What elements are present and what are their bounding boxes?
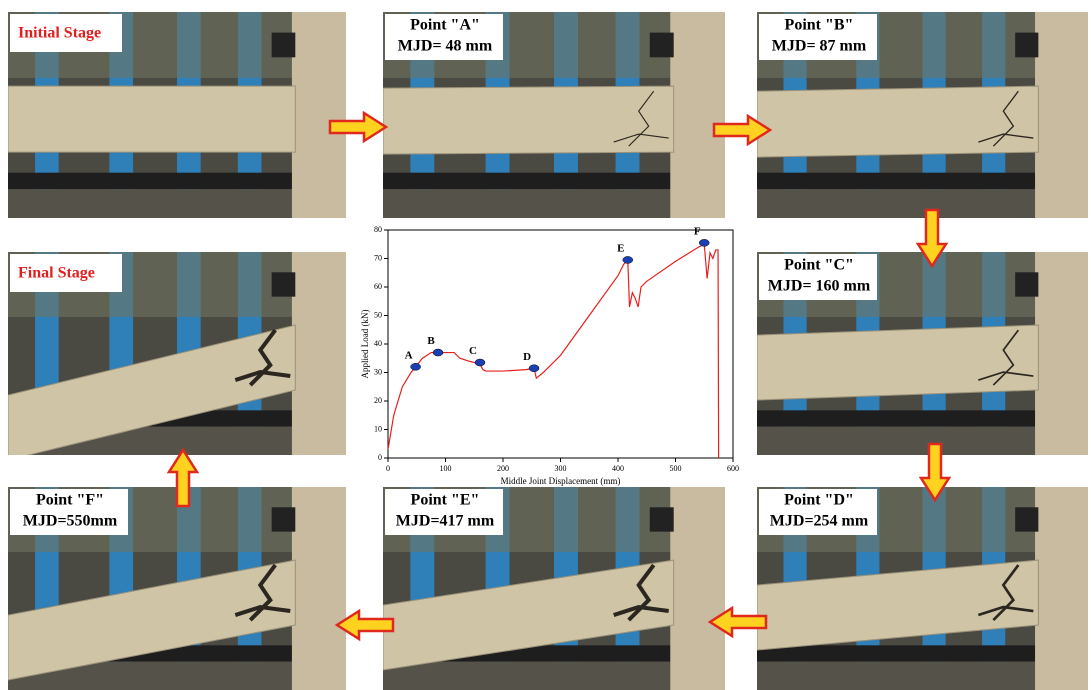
- y-tick-label: 80: [374, 225, 382, 234]
- mjd-label: MJD=550mm: [23, 513, 118, 530]
- x-tick-label: 400: [612, 464, 624, 473]
- point-label: Point "E": [411, 492, 480, 509]
- point-marker-label: A: [405, 349, 413, 361]
- column: [292, 12, 346, 218]
- point-marker-label: F: [694, 225, 701, 237]
- plot-frame: [388, 230, 733, 458]
- bracket: [650, 507, 674, 531]
- x-tick-label: 500: [670, 464, 682, 473]
- beam: [383, 86, 674, 154]
- mjd-label: MJD= 48 mm: [398, 38, 493, 55]
- stage-label: Final Stage: [18, 265, 95, 282]
- point-label: Point "F": [36, 492, 104, 509]
- point-marker: [411, 363, 421, 370]
- bracket: [650, 33, 674, 58]
- mjd-label: MJD= 160 mm: [768, 278, 871, 295]
- column: [670, 487, 725, 690]
- column: [1035, 487, 1088, 690]
- column: [292, 252, 346, 455]
- bracket: [272, 33, 296, 58]
- x-tick-label: 300: [555, 464, 567, 473]
- point-marker-label: D: [523, 351, 531, 363]
- mjd-label: MJD=417 mm: [396, 513, 495, 530]
- point-label: Point "B": [785, 17, 854, 34]
- bracket: [272, 272, 296, 296]
- point-marker: [529, 365, 539, 372]
- mjd-label: MJD= 87 mm: [772, 38, 867, 55]
- x-tick-label: 0: [386, 464, 390, 473]
- column: [292, 487, 346, 690]
- y-axis-label: Applied Load (kN): [360, 310, 370, 379]
- column: [1035, 12, 1088, 218]
- point-label: Point "A": [410, 17, 480, 34]
- point-marker-label: C: [469, 345, 477, 357]
- point-marker-label: E: [617, 242, 624, 254]
- x-tick-label: 600: [727, 464, 739, 473]
- beam: [757, 325, 1038, 400]
- point-marker-label: B: [427, 335, 435, 347]
- point-marker: [433, 349, 443, 356]
- y-tick-label: 40: [374, 339, 382, 348]
- bracket: [1015, 272, 1038, 296]
- mjd-label: MJD=254 mm: [770, 513, 869, 530]
- y-tick-label: 10: [374, 424, 382, 433]
- bracket: [272, 507, 296, 531]
- column: [1035, 252, 1088, 455]
- y-tick-label: 70: [374, 253, 382, 262]
- column: [670, 12, 725, 218]
- y-tick-label: 30: [374, 367, 382, 376]
- y-tick-label: 20: [374, 396, 382, 405]
- y-tick-label: 60: [374, 282, 382, 291]
- beam: [8, 86, 295, 152]
- y-tick-label: 0: [378, 453, 382, 462]
- y-tick-label: 50: [374, 310, 382, 319]
- point-label: Point "C": [784, 257, 854, 274]
- point-label: Point "D": [784, 492, 854, 509]
- beam: [757, 86, 1038, 157]
- point-marker: [475, 359, 485, 366]
- x-tick-label: 100: [440, 464, 452, 473]
- x-axis-label: Middle Joint Displacement (mm): [501, 476, 621, 486]
- x-tick-label: 200: [497, 464, 509, 473]
- figure: Initial Stage Point "A" MJD= 48 mm Point "B…: [0, 0, 1091, 690]
- bracket: [1015, 33, 1038, 58]
- point-marker: [623, 256, 633, 263]
- point-marker: [699, 239, 709, 246]
- bracket: [1015, 507, 1038, 531]
- stage-label: Initial Stage: [18, 25, 101, 42]
